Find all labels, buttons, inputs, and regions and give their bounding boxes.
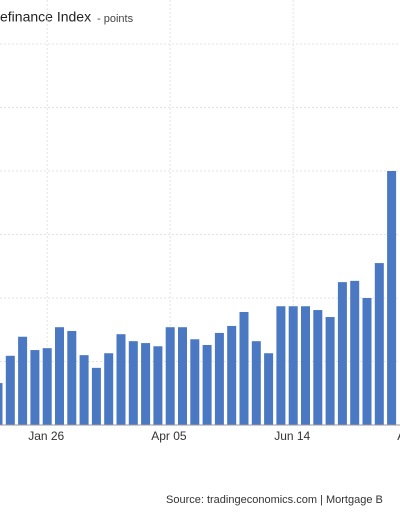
bar [313,310,323,425]
bar [301,306,310,425]
bar [165,327,175,425]
bar [387,171,397,425]
bar [227,325,237,425]
bar [337,282,347,425]
bar [288,306,298,425]
bar [141,343,151,425]
chart-title: efinance Index [0,9,91,25]
bar [42,348,52,425]
bar [214,332,224,425]
bar [350,280,360,425]
bar [239,311,249,425]
bar [153,346,163,425]
bar [91,367,101,425]
bar [190,339,200,425]
bar [325,317,335,425]
source-note: Source: tradingeconomics.com | Mortgage … [166,494,383,506]
bar [104,353,114,425]
bar [251,341,261,425]
bar [178,327,187,425]
bar [18,336,28,425]
bar [276,306,286,425]
x-tick-label: A [397,429,400,443]
bar [202,344,212,425]
bar [67,331,77,425]
x-tick-label: Jun 14 [274,429,310,443]
bar [128,341,138,425]
bar [79,355,89,425]
bar [374,263,384,425]
bar [5,355,15,425]
x-tick-label: Jan 26 [28,429,64,443]
bar [0,383,3,425]
chart-subtitle: - points [97,13,134,25]
x-tick-label: Apr 05 [151,429,187,443]
bar [362,298,372,425]
bar [30,350,40,425]
bar [264,353,274,425]
bar [55,327,64,425]
bar [116,334,126,425]
